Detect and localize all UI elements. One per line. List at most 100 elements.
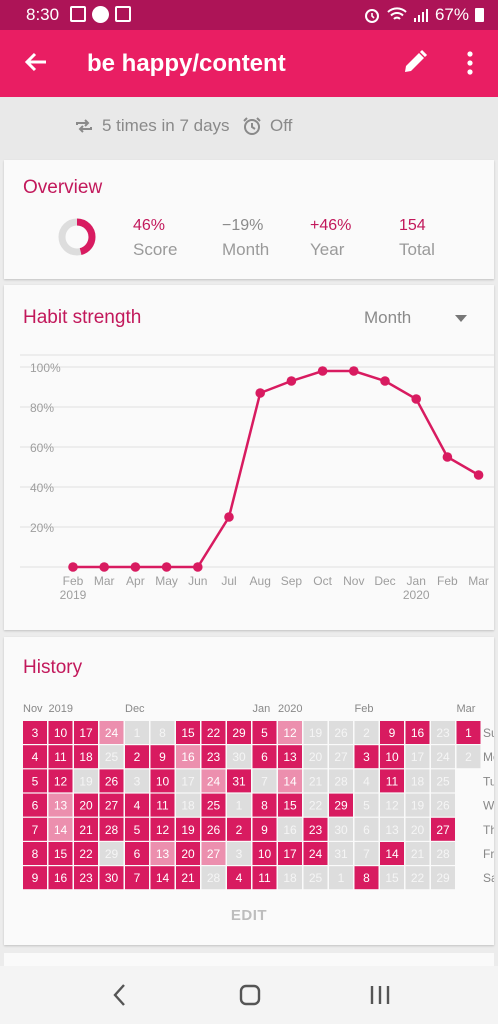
nav-home-icon[interactable]: [238, 982, 262, 1008]
data-point: [68, 562, 78, 572]
pencil-icon[interactable]: [401, 48, 429, 76]
history-day-number: 16: [54, 871, 68, 885]
x-tick-label: Jan: [407, 574, 426, 588]
history-cell: [99, 769, 124, 793]
history-cell: [227, 769, 251, 793]
strength-title: Habit strength: [23, 307, 142, 328]
history-day-number: 8: [159, 726, 166, 740]
history-day-number: 18: [181, 799, 195, 813]
history-cell: [23, 866, 47, 890]
status-bar: 8:30 67%: [0, 0, 498, 30]
history-cell: [74, 817, 98, 841]
history-day-number: 5: [134, 823, 141, 837]
history-day-number: 6: [134, 847, 141, 861]
history-day-number: 15: [54, 847, 68, 861]
more-vert-icon[interactable]: [462, 48, 478, 78]
battery-icon: [475, 8, 484, 22]
history-cell: [431, 842, 455, 865]
history-day-number: 5: [261, 726, 268, 740]
year-label: 2019: [60, 588, 87, 602]
dropdown-arrow-icon[interactable]: [454, 313, 468, 323]
history-cell: [176, 842, 200, 865]
history-cell: [431, 793, 455, 817]
history-cell: [405, 721, 430, 744]
history-card: History Nov 2019 Dec Jan 2020 Feb Mar 3 4 5 6 7 8 9 10…: [4, 637, 494, 945]
history-day-number: 17: [181, 774, 195, 788]
history-cell: [125, 745, 149, 769]
history-cell: [125, 769, 149, 793]
x-tick-label: Apr: [126, 574, 145, 588]
history-cell: [227, 866, 251, 890]
gallery-icon: [115, 6, 131, 22]
history-day-number: 22: [309, 799, 323, 813]
period-dropdown[interactable]: Month: [364, 308, 412, 327]
history-day-number: 2: [465, 750, 472, 764]
history-cell: [99, 866, 124, 890]
score-ring-fill: [58, 218, 96, 256]
edit-history-button[interactable]: EDIT: [230, 907, 268, 924]
history-day-number: 15: [181, 726, 195, 740]
history-cell: [176, 817, 200, 841]
history-day-number: 23: [207, 750, 221, 764]
history-day-number: 4: [363, 774, 370, 788]
history-day-number: 24: [105, 726, 119, 740]
data-point: [130, 562, 141, 572]
history-day-number: 8: [261, 799, 268, 813]
back-arrow-icon[interactable]: [20, 46, 52, 78]
alarm-icon: [364, 9, 379, 23]
history-day-number: 14: [385, 847, 399, 861]
history-cell: [150, 769, 175, 793]
nav-back-icon[interactable]: [110, 982, 130, 1008]
history-cell: [354, 721, 379, 744]
history-cell: [23, 721, 47, 744]
history-cell: [431, 866, 455, 890]
history-cell: [201, 793, 226, 817]
history-cell: [176, 721, 200, 744]
stat-value: −19%: [222, 217, 264, 234]
x-tick-label: Feb: [437, 574, 458, 588]
history-cell: [278, 866, 302, 890]
history-cell: [431, 769, 455, 793]
history-day-number: 26: [334, 726, 348, 740]
history-day-number: 1: [236, 799, 243, 813]
history-cell: [125, 721, 149, 744]
frequency-text: 5 times in 7 days: [102, 116, 230, 135]
history-cell: [405, 817, 430, 841]
history-day-number: 10: [385, 750, 399, 764]
history-cell: [48, 866, 73, 890]
history-cell: [48, 817, 73, 841]
history-cell: [278, 842, 302, 865]
history-cell: [99, 745, 124, 769]
history-day-number: 11: [54, 750, 67, 764]
history-grid: Nov 2019 Dec Jan 2020 Feb Mar34567891011121314…: [23, 703, 494, 890]
month-label: Mar: [457, 703, 476, 715]
history-cell: [176, 793, 200, 817]
history-cell: [405, 842, 430, 865]
data-point: [317, 366, 328, 376]
history-cell: [201, 721, 226, 744]
signal-icon: [413, 9, 428, 22]
history-day-number: 7: [134, 871, 141, 885]
history-day-number: 18: [283, 871, 297, 885]
history-day-number: 28: [105, 823, 119, 837]
history-day-number: 29: [232, 726, 246, 740]
history-cell: [150, 866, 175, 890]
x-tick-label: May: [155, 574, 178, 588]
history-cell: [303, 721, 328, 744]
history-cell: [227, 817, 251, 841]
history-day-number: 20: [181, 847, 195, 861]
history-day-number: 4: [32, 750, 39, 764]
history-day-number: 14: [54, 823, 68, 837]
history-cell: [329, 817, 353, 841]
history-cell: [74, 842, 98, 865]
history-cell: [354, 866, 379, 890]
history-cell: [329, 769, 353, 793]
history-day-number: 19: [79, 774, 93, 788]
history-cell: [23, 769, 47, 793]
history-day-number: 14: [156, 871, 170, 885]
data-point: [193, 562, 203, 572]
habit-strength-card: Habit strength Month 100% 80% 60% 40% 20% Feb…: [4, 285, 494, 630]
history-title: History: [23, 657, 83, 678]
nav-recents-icon[interactable]: [368, 982, 392, 1008]
history-day-number: 11: [386, 774, 399, 788]
